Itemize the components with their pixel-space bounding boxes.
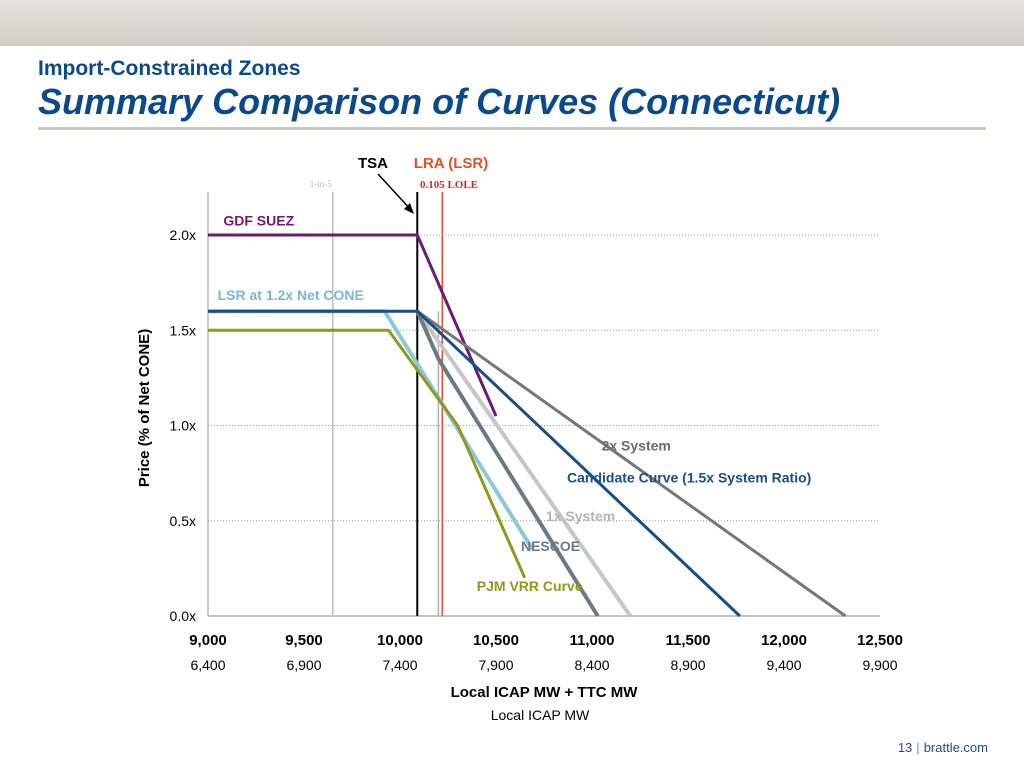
reference-label-tsa: TSA	[358, 155, 388, 172]
reference-sublabel-lole: 0.105 LOLE	[420, 179, 478, 191]
footer-site: brattle.com	[923, 740, 988, 755]
slide-title: Summary Comparison of Curves (Connecticu…	[38, 81, 841, 122]
footer-separator: |	[916, 740, 920, 755]
reference-label-1-in-5: 1-in-5	[310, 179, 332, 189]
slide-subtitle: Import-Constrained Zones	[38, 57, 301, 80]
x2-tick-label: 7,900	[478, 657, 513, 673]
series-label-lsr-at-1-2x-net-cone: LSR at 1.2x Net CONE	[218, 287, 364, 303]
series-label-candidate-curve-1-5x-system-ratio: Candidate Curve (1.5x System Ratio)	[567, 470, 811, 486]
series-label-1x-system: 1x System	[546, 508, 615, 524]
title-divider	[38, 127, 986, 130]
y-tick-label: 0.0x	[170, 608, 196, 624]
series-line-2x-system	[416, 309, 847, 618]
x-tick-label: 10,000	[377, 632, 423, 649]
x-tick-label: 12,500	[857, 632, 903, 649]
tsa-arrow-shaft	[377, 173, 413, 212]
series-line-gdf-suez	[208, 233, 498, 417]
series-line-1x-system	[415, 310, 633, 618]
x-tick-label: 11,500	[665, 632, 710, 649]
x-axis-subtitle: Local ICAP MW	[491, 707, 590, 723]
y-tick-label: 1.5x	[170, 322, 196, 338]
x-tick-label: 11,000	[569, 632, 614, 649]
x-tick-label: 9,500	[285, 632, 323, 649]
x2-tick-label: 9,400	[766, 657, 801, 673]
tsa-arrow-head	[404, 203, 414, 214]
y-axis-title: Price (% of Net CONE)	[136, 329, 153, 487]
x2-tick-label: 8,400	[574, 657, 609, 673]
page-number: 13	[897, 740, 913, 755]
y-tick-label: 0.5x	[170, 513, 196, 529]
series-line-nescoe	[415, 310, 600, 618]
reference-label-lra: LRA (LSR)	[414, 155, 488, 172]
series-label-2x-system: 2x System	[602, 437, 671, 453]
x-axis-title: Local ICAP MW + TTC MW	[451, 684, 639, 701]
series-line-pjm-vrr-curve	[208, 328, 527, 579]
y-tick-label: 1.0x	[170, 418, 196, 434]
x2-tick-label: 8,900	[670, 657, 705, 673]
footer: 13 | brattle.com	[898, 740, 988, 755]
series-line-candidate-curve-1-5x-system-ratio	[208, 309, 741, 618]
x-tick-label: 9,000	[189, 632, 227, 649]
series-label-gdf-suez: GDF SUEZ	[223, 212, 294, 228]
x2-tick-label: 7,400	[382, 657, 417, 673]
x-tick-label: 12,000	[761, 632, 807, 649]
top-banner	[0, 0, 1024, 46]
series-label-pjm-vrr-curve: PJM VRR Curve	[477, 578, 583, 594]
series-label-nescoe: NESCOE	[521, 538, 580, 554]
y-tick-label: 2.0x	[170, 227, 196, 243]
x-tick-label: 10,500	[473, 632, 519, 649]
x2-tick-label: 6,400	[190, 657, 225, 673]
x2-tick-label: 6,900	[286, 657, 321, 673]
x2-tick-label: 9,900	[862, 657, 897, 673]
